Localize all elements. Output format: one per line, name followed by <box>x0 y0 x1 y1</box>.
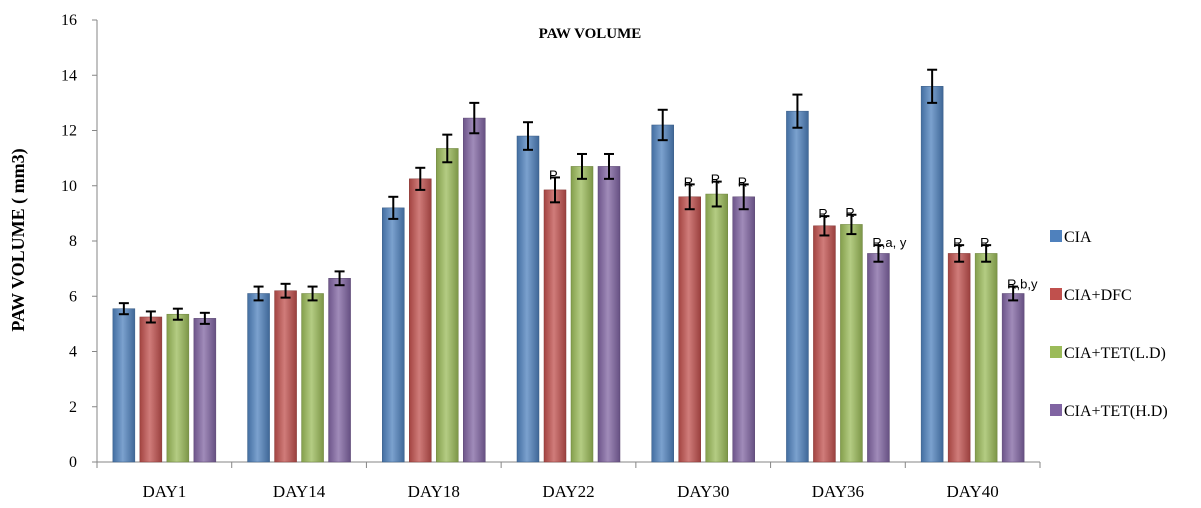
y-tick-label: 16 <box>61 12 77 29</box>
y-tick-label: 12 <box>61 123 77 140</box>
y-axis-label: PAW VOLUME ( mm3) <box>8 148 29 331</box>
legend-label: CIA+TET(L.D) <box>1064 345 1166 362</box>
bar-cia-dfc-day22 <box>543 189 567 463</box>
bar-cia-dfc-day18 <box>409 178 432 463</box>
x-tick-label: DAY36 <box>812 482 864 501</box>
bar-cia-dfc-day1 <box>139 316 163 463</box>
legend-label: CIA <box>1064 229 1092 246</box>
significance-annotation: R <box>684 174 693 189</box>
legend-swatch <box>1050 404 1062 416</box>
bar-cia-tet-h-d--day40 <box>1001 293 1025 463</box>
y-tick-label: 10 <box>61 178 77 195</box>
bar-cia-tet-h-d--day22 <box>597 166 621 463</box>
bar-cia-tet-l-d--day36 <box>840 224 863 463</box>
bar-cia-tet-h-d--day18 <box>463 117 486 463</box>
bar-cia-day40 <box>920 86 944 463</box>
significance-annotation: R <box>738 174 747 189</box>
bar-cia-dfc-day40 <box>947 253 971 463</box>
bar-cia-tet-h-d--day36 <box>867 253 890 463</box>
x-tick-label: DAY1 <box>142 482 186 501</box>
legend-swatch <box>1050 288 1062 300</box>
y-tick-label: 14 <box>61 67 77 84</box>
y-tick-label: 6 <box>69 288 77 305</box>
bar-cia-day14 <box>247 293 270 463</box>
x-tick-label: DAY40 <box>947 482 999 501</box>
bar-cia-tet-h-d--day14 <box>328 278 351 463</box>
bar-cia-day36 <box>786 110 809 463</box>
bar-cia-tet-l-d--day30 <box>705 193 728 463</box>
bar-cia-tet-h-d--day30 <box>732 196 755 463</box>
bar-cia-dfc-day14 <box>274 290 297 463</box>
y-tick-label: 0 <box>69 454 77 471</box>
bar-cia-day30 <box>651 124 674 463</box>
axes: 0 2 4 6 8 10 12 14 16 DAY1 DAY14 DAY18 DAY22 DAY30 DAY… <box>61 12 1041 501</box>
bar-cia-tet-l-d--day40 <box>974 253 998 463</box>
bar-cia-tet-l-d--day22 <box>570 166 594 463</box>
x-tick-label: DAY14 <box>273 482 326 501</box>
y-tick-label: 4 <box>69 344 77 361</box>
bar-cia-day22 <box>516 135 540 463</box>
significance-annotation: R <box>711 172 720 187</box>
error-bars <box>118 68 1019 325</box>
bar-cia-tet-l-d--day1 <box>166 313 190 463</box>
legend-label: CIA+DFC <box>1064 287 1132 304</box>
bar-cia-dfc-day30 <box>678 196 701 463</box>
x-tick-label: DAY18 <box>408 482 460 501</box>
significance-annotation: R <box>845 205 854 220</box>
annotations: P R R R R R R,a, y R R R,b,y <box>549 167 1038 291</box>
chart-title: PAW VOLUME <box>539 26 642 42</box>
significance-annotation: R <box>818 206 827 221</box>
legend-label: CIA+TET(H.D) <box>1064 403 1168 420</box>
y-tick-label: 8 <box>69 233 77 250</box>
bar-cia-day1 <box>112 308 136 463</box>
y-tick-label: 2 <box>69 399 77 416</box>
legend-swatch <box>1050 346 1062 358</box>
significance-annotation: R <box>953 235 962 250</box>
bar-cia-tet-h-d--day1 <box>193 318 217 463</box>
legend: CIA CIA+DFC CIA+TET(L.D) CIA+TET(H.D) <box>1050 229 1168 420</box>
significance-annotation: P <box>549 167 558 182</box>
x-tick-label: DAY22 <box>542 482 594 501</box>
bar-cia-tet-l-d--day14 <box>301 293 324 463</box>
bar-cia-dfc-day36 <box>813 225 836 463</box>
significance-annotation: R,a, y <box>872 235 906 250</box>
legend-swatch <box>1050 230 1062 242</box>
bars <box>112 86 1025 463</box>
x-tick-label: DAY30 <box>677 482 729 501</box>
significance-annotation: R,b,y <box>1007 277 1038 292</box>
significance-annotation: R <box>980 235 989 250</box>
bar-cia-tet-l-d--day18 <box>436 148 459 463</box>
bar-cia-day18 <box>382 207 405 463</box>
